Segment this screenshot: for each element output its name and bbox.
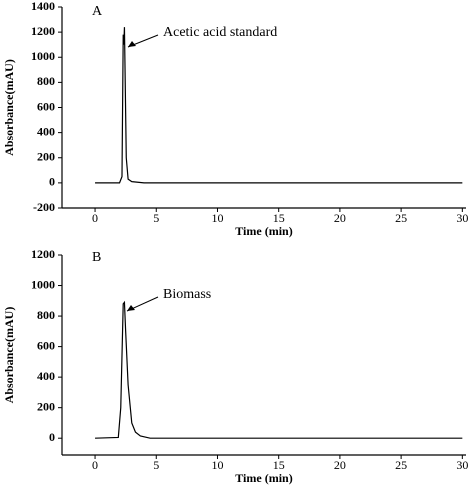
annotation: Acetic acid standard xyxy=(163,25,277,40)
x-tick-label: 15 xyxy=(273,211,285,225)
x-tick-label: 20 xyxy=(334,211,346,225)
x-tick-label: 10 xyxy=(211,211,223,225)
x-tick-label: 20 xyxy=(334,458,346,472)
panel-label: A xyxy=(92,4,103,19)
x-tick-label: 5 xyxy=(153,211,159,225)
y-axis-title: Absorbance(mAU) xyxy=(2,59,16,156)
y-tick-label: 800 xyxy=(37,74,55,88)
y-tick-label: 0 xyxy=(49,175,55,189)
x-tick-label: 0 xyxy=(92,211,98,225)
y-tick-label: 1200 xyxy=(31,247,55,261)
x-axis-title: Time (min) xyxy=(235,471,292,485)
annotation: Biomass xyxy=(163,287,211,302)
x-tick-label: 30 xyxy=(456,458,468,472)
x-tick-label: 0 xyxy=(92,458,98,472)
x-tick-label: 15 xyxy=(273,458,285,472)
x-tick-label: 10 xyxy=(211,458,223,472)
y-tick-label: 800 xyxy=(37,308,55,322)
y-tick-label: 600 xyxy=(37,99,55,113)
y-tick-label: 400 xyxy=(37,369,55,383)
x-axis-title: Time (min) xyxy=(235,224,292,238)
y-tick-label: 1200 xyxy=(31,24,55,38)
y-tick-label: 1400 xyxy=(31,0,55,13)
x-tick-label: 30 xyxy=(456,211,468,225)
y-tick-label: 1000 xyxy=(31,277,55,291)
panel-label: B xyxy=(92,250,101,265)
x-tick-label: 25 xyxy=(395,211,407,225)
y-tick-label: 0 xyxy=(49,430,55,444)
x-tick-label: 25 xyxy=(395,458,407,472)
y-tick-label: 400 xyxy=(37,124,55,138)
y-tick-label: 600 xyxy=(37,338,55,352)
y-tick-label: 200 xyxy=(37,150,55,164)
arrow-head xyxy=(127,305,135,311)
arrow-head xyxy=(128,41,136,47)
y-tick-label: 1000 xyxy=(31,49,55,63)
x-tick-label: 5 xyxy=(153,458,159,472)
y-tick-label: -200 xyxy=(33,200,55,214)
chromatogram-line xyxy=(95,27,463,184)
y-axis-title: Absorbance(mAU) xyxy=(2,307,16,404)
chromatogram-line xyxy=(95,300,463,439)
y-tick-label: 200 xyxy=(37,399,55,413)
